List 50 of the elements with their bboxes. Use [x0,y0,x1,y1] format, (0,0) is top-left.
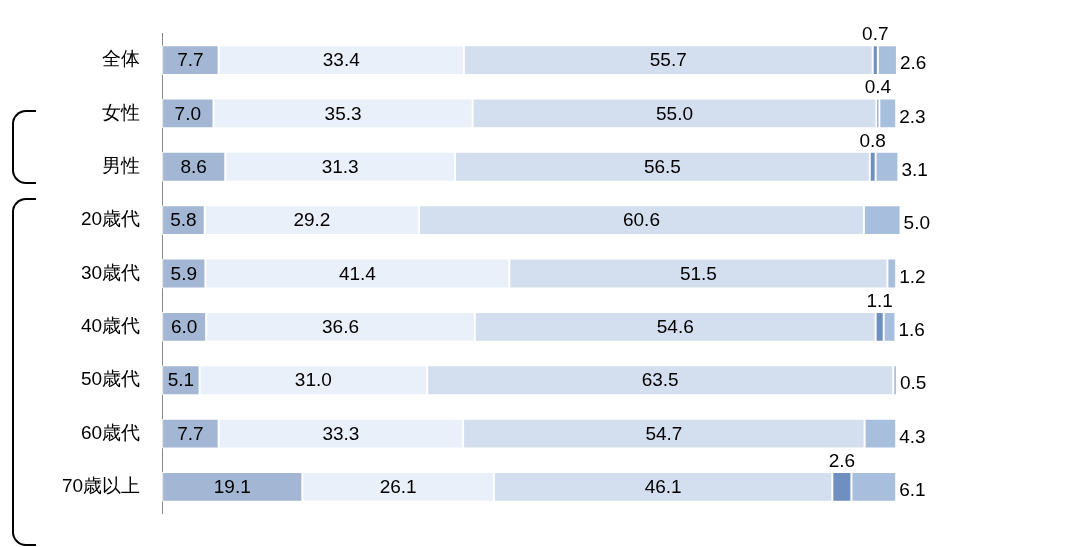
y-tick-label: 女性 [102,101,141,123]
data-label: 0.5 [899,372,927,394]
data-label: 19.1 [213,476,251,498]
data-label: 31.3 [321,156,359,178]
data-label: 2.3 [899,105,926,127]
y-tick-label: 40歳代 [80,315,141,337]
data-label: 3.1 [901,159,928,181]
data-label: 1.6 [898,319,925,341]
data-label: 5.1 [167,369,195,391]
data-label: 33.4 [322,49,361,71]
data-label: 2.6 [828,449,856,471]
data-label: 6.1 [899,479,926,501]
data-label: 2.6 [899,52,927,74]
data-label: 7.7 [177,422,204,444]
data-label: 56.5 [643,156,681,178]
data-label: 33.3 [322,422,360,444]
data-label: 60.6 [622,209,660,231]
data-label: 0.8 [859,129,886,151]
data-label: 7.7 [177,49,204,71]
y-tick-label: 全体 [102,48,141,70]
data-label: 7.0 [174,102,202,124]
data-label: 51.5 [679,262,717,284]
y-tick-label: 60歳代 [80,421,141,443]
y-tick-label: 70歳以上 [61,475,141,497]
data-label: 26.1 [379,476,417,498]
data-label: 1.1 [866,289,893,311]
data-label: 0.7 [862,22,889,44]
data-label: 5.0 [903,212,931,234]
data-label: 54.7 [645,422,683,444]
data-label: 41.4 [338,262,377,284]
data-label: 36.6 [322,316,359,338]
data-label: 29.2 [293,209,331,231]
data-label: 5.9 [170,262,197,284]
data-label: 31.0 [294,369,332,391]
data-label: 55.0 [656,102,693,124]
y-tick-label: 30歳代 [80,261,141,283]
data-label: 5.8 [170,209,197,231]
data-label: 55.7 [649,49,687,71]
data-label: 54.6 [656,316,694,338]
data-label: 35.3 [324,102,362,124]
data-label: 4.3 [899,425,926,447]
y-tick-label: 50歳代 [80,368,141,390]
data-label: 1.2 [899,265,926,287]
data-label: 6.0 [170,316,198,338]
data-label: 63.5 [641,369,679,391]
data-label: 46.1 [644,476,682,498]
data-label: 8.6 [180,156,207,178]
y-tick-label: 20歳代 [80,208,141,230]
y-tick-label: 男性 [102,155,141,177]
data-label: 0.4 [864,76,892,98]
